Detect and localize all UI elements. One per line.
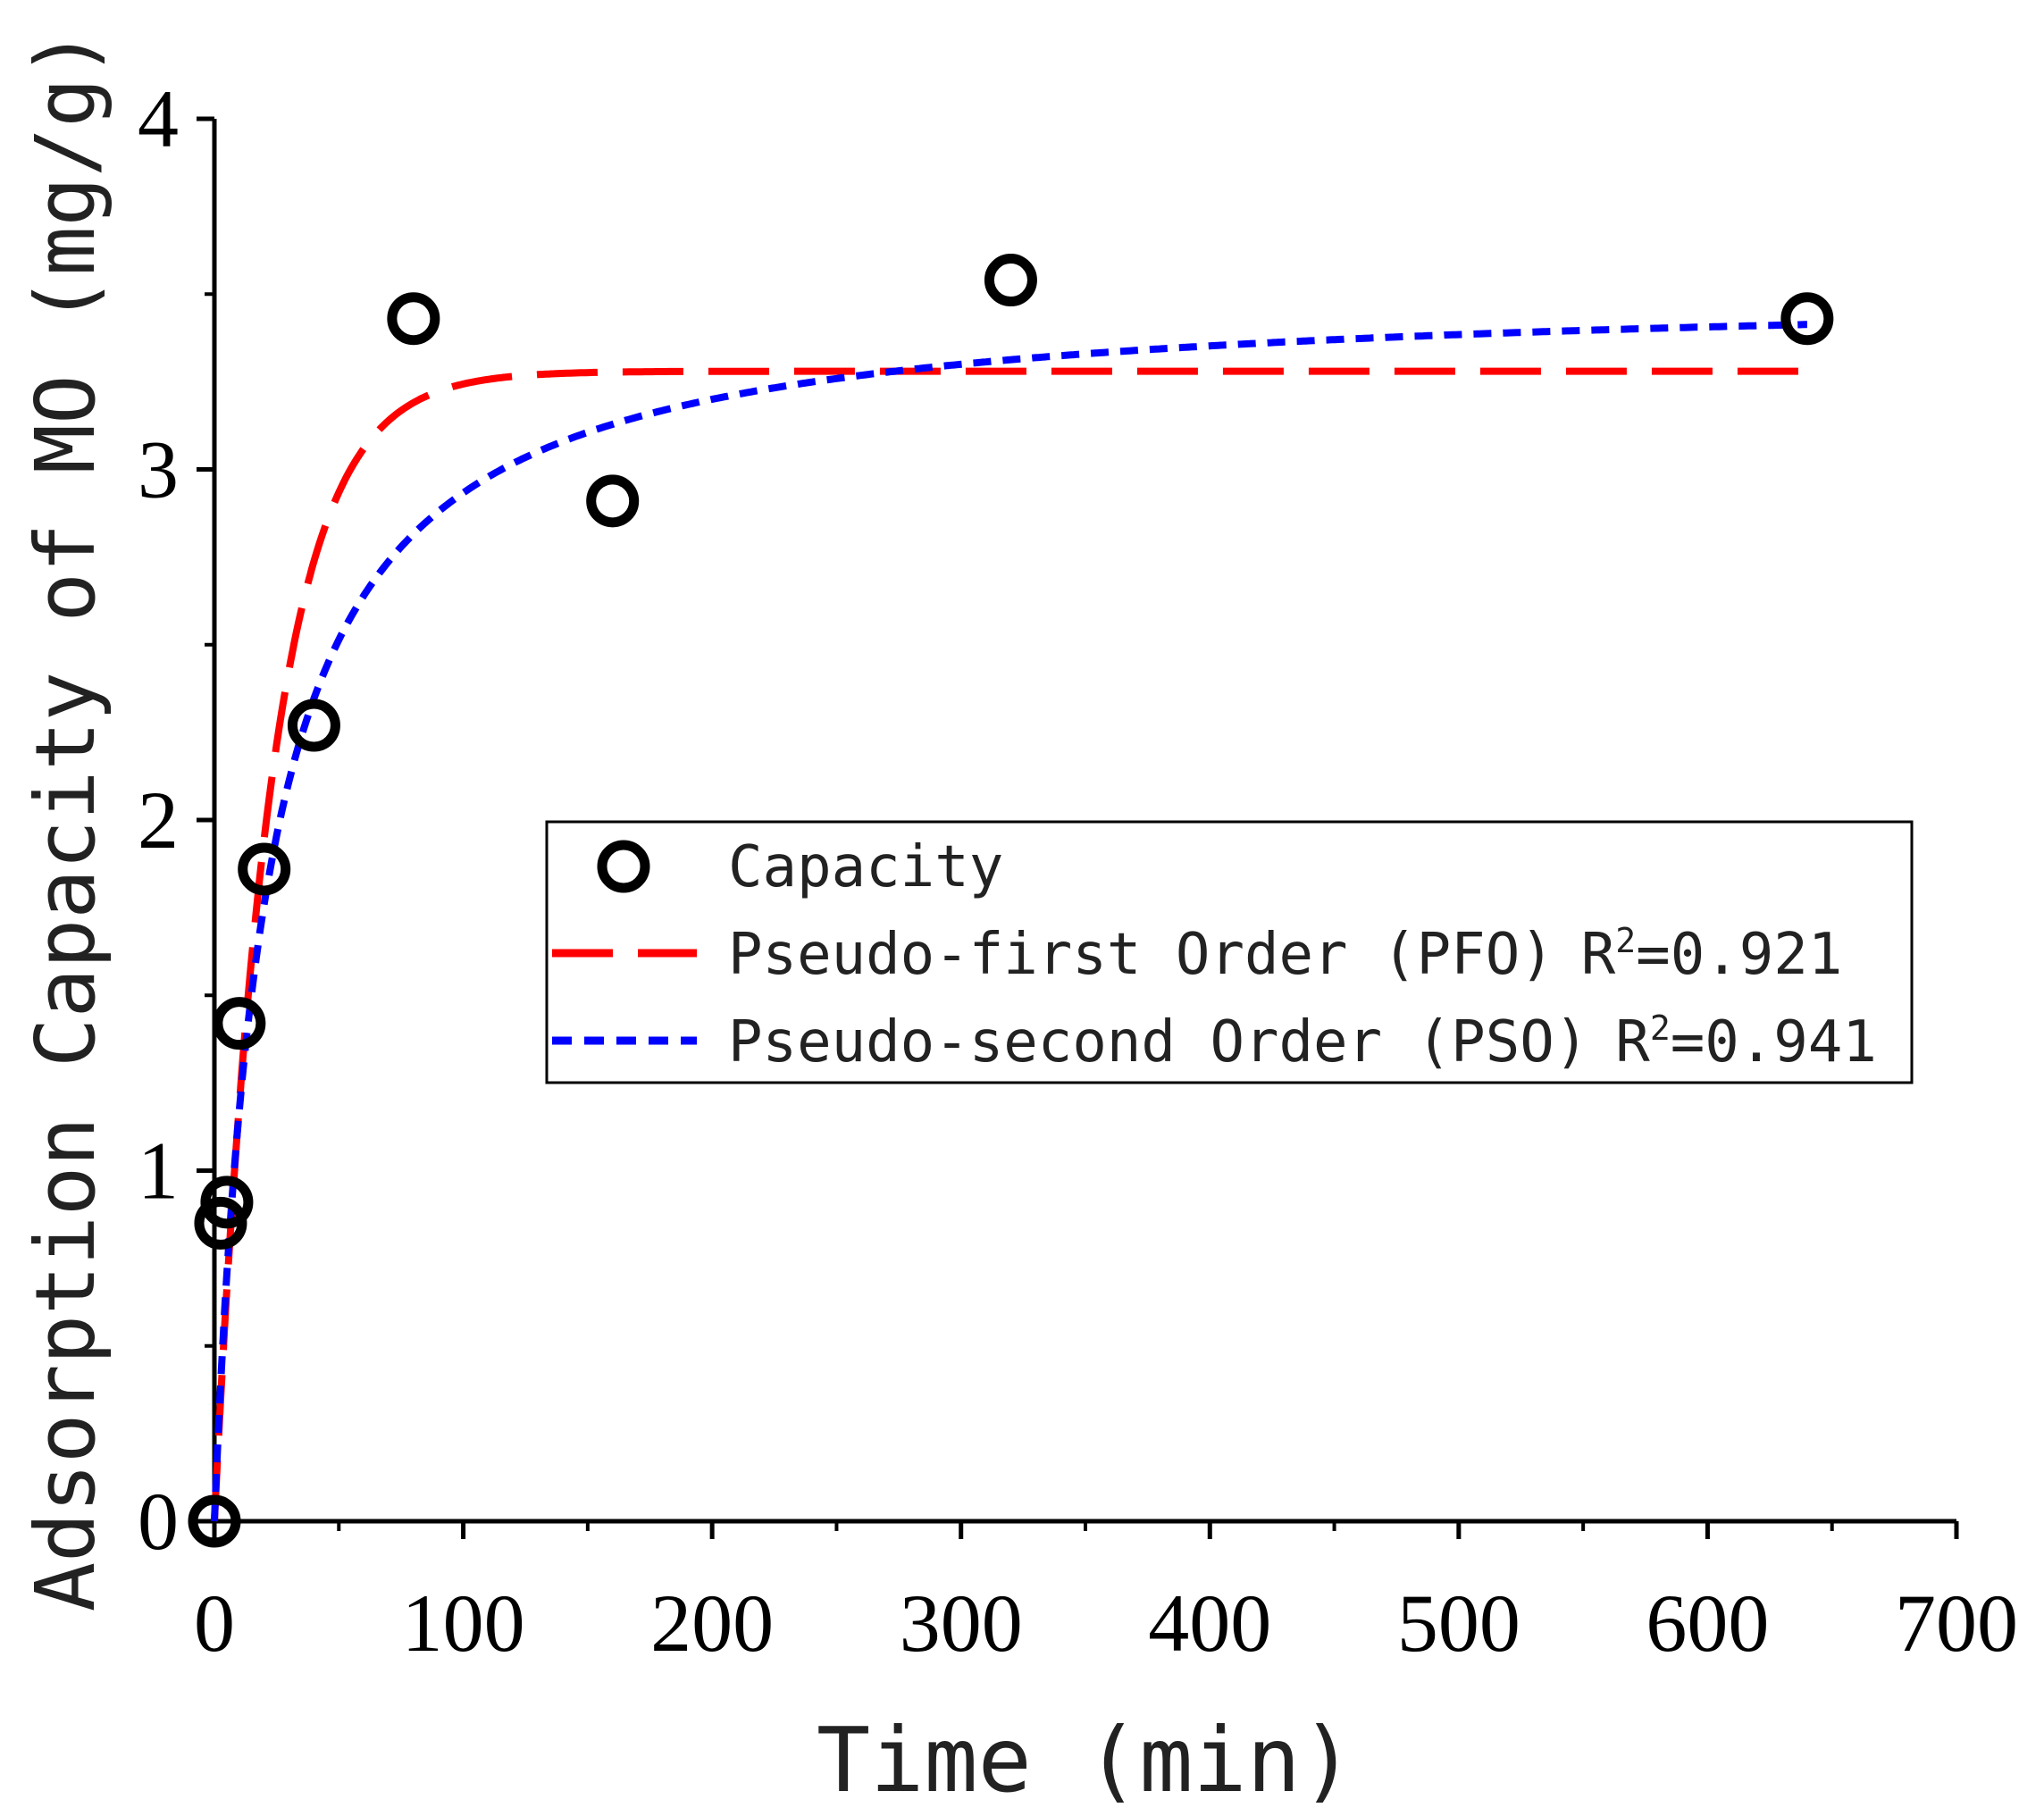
x-tick-label: 400	[1148, 1577, 1271, 1669]
legend-marker-capacity	[597, 840, 650, 893]
legend-name-pso: Pseudo-second Order (PSO)	[728, 1009, 1588, 1075]
legend-r2-value-pso: =0.941	[1671, 1009, 1877, 1075]
data-point	[200, 1176, 254, 1229]
x-tick-label: 300	[900, 1577, 1023, 1669]
legend-r2-letter-pfo: R	[1581, 922, 1616, 988]
legend-r2-letter-pso: R	[1615, 1009, 1650, 1075]
data-point	[238, 842, 291, 896]
data-point	[387, 292, 440, 346]
data-point	[188, 1494, 241, 1548]
y-tick-label: 3	[138, 424, 179, 515]
legend-label-capacity: Capacity	[728, 834, 1003, 900]
x-tick-label: 700	[1895, 1577, 2018, 1669]
pfo-fit-curve	[211, 367, 1807, 1522]
pso-fit-curve	[211, 321, 1807, 1522]
x-tick-label: 500	[1397, 1577, 1520, 1669]
data-point	[586, 474, 640, 528]
legend-box	[545, 820, 1914, 1084]
legend-label-pfo: Pseudo-first Order (PFO) R2=0.921	[728, 921, 1842, 988]
legend-r2-sup-pso: 2	[1650, 1008, 1671, 1048]
y-ticks: 0 1 2 3 4	[138, 73, 214, 1567]
y-axis-title: Adsorption Capacity of MO (mg/g)	[18, 29, 113, 1611]
y-tick-label: 4	[138, 73, 179, 164]
y-tick-label: 0	[138, 1476, 179, 1567]
data-point	[984, 254, 1037, 307]
x-tick-label: 0	[194, 1577, 235, 1669]
y-tick-label: 2	[138, 774, 179, 866]
x-tick-label: 600	[1646, 1577, 1769, 1669]
legend-r2-sup-pfo: 2	[1615, 921, 1636, 960]
x-ticks: 0 100 200 300 400 500 600 700	[194, 1521, 2018, 1669]
y-tick-label: 1	[138, 1126, 179, 1217]
plot-area: 0 100 200 300 400 500 600 700 0 1 2 3 4	[138, 73, 2018, 1669]
legend-name-pfo: Pseudo-first Order (PFO)	[728, 922, 1554, 988]
data-point	[1780, 292, 1834, 346]
x-tick-label: 200	[650, 1577, 774, 1669]
legend-label-pso: Pseudo-second Order (PSO) R2=0.941	[728, 1008, 1877, 1075]
fit-curves	[211, 321, 1807, 1522]
legend: Capacity Pseudo-first Order (PFO) R2=0.92…	[545, 820, 1914, 1084]
x-tick-label: 100	[402, 1577, 525, 1669]
data-points	[188, 254, 1834, 1548]
data-point	[287, 699, 340, 752]
data-point	[213, 997, 266, 1050]
x-axis-title: Time (min)	[817, 1708, 1354, 1812]
legend-r2-value-pfo: =0.921	[1636, 922, 1842, 988]
